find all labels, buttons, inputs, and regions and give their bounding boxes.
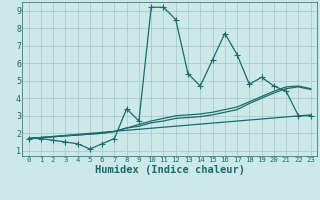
X-axis label: Humidex (Indice chaleur): Humidex (Indice chaleur) bbox=[95, 165, 244, 175]
